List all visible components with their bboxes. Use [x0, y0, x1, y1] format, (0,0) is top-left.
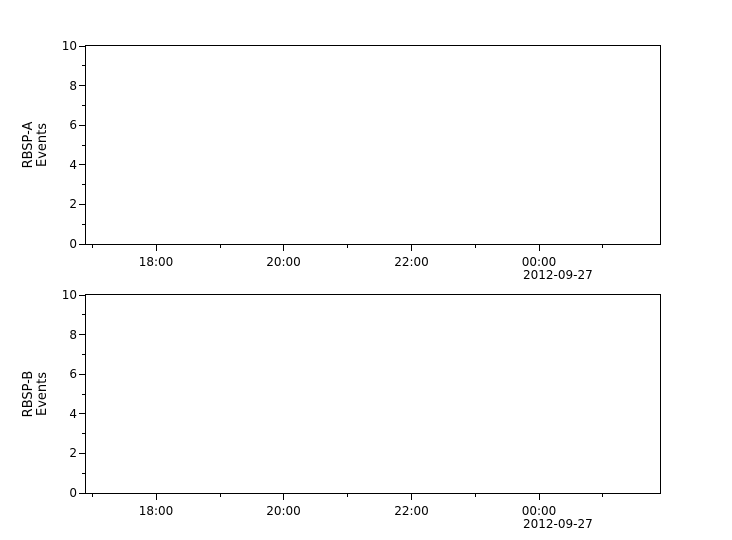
x-minor-tick — [219, 493, 221, 497]
x-minor-tick — [92, 493, 93, 497]
y-tick-label: 4 — [69, 157, 77, 172]
y-axis-label-line1: RBSP-A — [21, 121, 36, 169]
x-major-tick — [538, 244, 540, 251]
y-major-tick — [79, 373, 86, 375]
y-axis-label-rbsp-a: RBSP-A Events — [21, 121, 50, 169]
y-minor-tick — [82, 433, 86, 435]
y-tick-label: 6 — [69, 367, 77, 382]
x-major-tick — [155, 244, 157, 251]
y-tick-label: 0 — [69, 486, 77, 500]
x-tick-label: 20:00 — [266, 504, 301, 518]
plot-area-rbsp-a: RBSP-A Events 2012-09-27 10 8 6 4 2 0 18:00 20:… — [21, 39, 661, 282]
x-minor-tick — [602, 244, 603, 248]
y-tick-label: 0 — [69, 237, 77, 251]
x-tick-label: 18:00 — [138, 255, 174, 269]
y-major-tick — [79, 203, 86, 205]
y-tick-label: 10 — [61, 288, 77, 302]
y-minor-tick — [82, 223, 86, 225]
y-tick-label: 4 — [69, 406, 77, 421]
y-axis-label-line2: Events — [35, 122, 50, 168]
x-minor-tick — [92, 244, 93, 248]
x-axis-date-label: 2012-09-27 — [523, 517, 593, 531]
y-tick-label: 8 — [69, 327, 77, 342]
x-major-tick — [538, 493, 540, 500]
x-tick-label: 18:00 — [138, 504, 174, 518]
y-major-tick — [79, 452, 86, 454]
x-tick-label: 20:00 — [266, 255, 301, 269]
y-tick-label: 8 — [69, 78, 77, 93]
y-major-tick — [79, 294, 86, 296]
x-major-tick — [283, 244, 284, 251]
y-major-tick — [79, 45, 86, 47]
y-major-tick — [79, 334, 86, 336]
x-major-tick — [283, 493, 284, 500]
x-tick-label: 00:00 — [521, 504, 557, 518]
x-minor-tick — [602, 493, 603, 497]
x-tick-label: 22:00 — [394, 255, 429, 269]
y-axis-label-rbsp-b: RBSP-B Events — [21, 370, 50, 418]
x-minor-tick — [474, 244, 476, 248]
x-major-tick — [411, 244, 412, 251]
y-minor-tick — [82, 104, 86, 106]
x-minor-tick — [474, 493, 476, 497]
x-tick-label: 00:00 — [521, 255, 557, 269]
y-tick-label: 2 — [69, 446, 77, 461]
y-axis-label-line1: RBSP-B — [21, 370, 36, 418]
y-axis-label-line2: Events — [35, 372, 50, 417]
y-minor-tick — [82, 353, 86, 355]
y-minor-tick — [82, 65, 86, 67]
y-minor-tick — [82, 472, 86, 474]
y-major-tick — [79, 413, 86, 415]
y-major-tick — [79, 164, 86, 166]
y-major-tick — [79, 492, 86, 494]
y-tick-label: 6 — [69, 118, 77, 133]
y-tick-label: 2 — [69, 197, 77, 212]
x-minor-tick — [347, 244, 348, 248]
y-major-tick — [79, 243, 86, 245]
x-minor-tick — [219, 244, 221, 248]
y-major-tick — [79, 85, 86, 87]
y-minor-tick — [82, 144, 86, 146]
y-major-tick — [79, 124, 86, 126]
y-tick-label: 10 — [61, 39, 77, 53]
x-axis-date-label: 2012-09-27 — [523, 268, 593, 282]
x-major-tick — [155, 493, 157, 500]
y-minor-tick — [82, 184, 86, 186]
x-minor-tick — [347, 493, 348, 497]
y-minor-tick — [82, 393, 86, 395]
x-major-tick — [411, 493, 412, 500]
x-tick-label: 22:00 — [394, 504, 429, 518]
y-minor-tick — [82, 314, 86, 316]
plot-area-rbsp-b: RBSP-B Events 2012-09-27 10 8 6 4 2 0 18:00 20:… — [21, 288, 661, 531]
